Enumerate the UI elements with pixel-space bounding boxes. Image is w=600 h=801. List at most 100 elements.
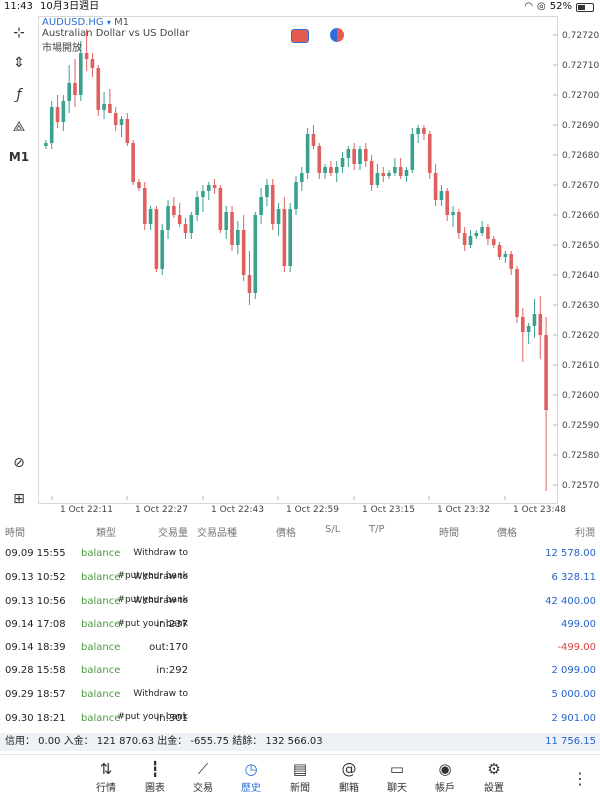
chart-timeframe: M1 — [114, 17, 130, 28]
nav-label: 歷史 — [241, 783, 261, 794]
row-profit: 499.00 — [561, 619, 596, 630]
news-icon: ▤ — [292, 760, 308, 778]
summary-profit: 11 756.15 — [545, 736, 596, 747]
row-profit: 2 901.00 — [551, 713, 596, 724]
candle-body — [183, 224, 188, 233]
row-type: balance — [81, 596, 121, 607]
candle-body — [503, 254, 508, 257]
row-time: 09.30 18:21 — [5, 713, 66, 724]
nav-history[interactable]: ◷ 歷史 — [229, 759, 273, 794]
nav-chart[interactable]: ┇ 圖表 — [133, 759, 177, 794]
candle-body — [480, 227, 484, 233]
table-row[interactable]: 09.09 15:55 balance Withdraw to #put your… — [0, 542, 600, 581]
summary-text: 信用： 0.00 入金： 121 870.63 出金： -655.75 結餘： … — [5, 736, 323, 747]
row-comment: Withdraw to #put your bank — [117, 689, 188, 722]
row-profit: -499.00 — [557, 642, 596, 653]
nav-accounts[interactable]: ◉ 帳戶 — [423, 759, 467, 794]
timeframe-button[interactable]: M1 — [8, 150, 30, 164]
table-row[interactable]: 09.13 10:56 balance Withdraw to #put your… — [0, 590, 600, 629]
price-chart[interactable]: 0.72720 0.72710 0.72700 0.72690 0.72680 0.726… — [0, 0, 600, 520]
candle-body — [422, 128, 426, 134]
candle-body — [259, 197, 263, 215]
depth-of-market-icon[interactable] — [330, 28, 344, 42]
candle-body — [334, 167, 339, 173]
nav-mail[interactable]: @ 郵箱 — [327, 759, 371, 794]
candle-body — [282, 209, 287, 266]
candle-body — [433, 173, 438, 200]
candle-body — [294, 182, 298, 209]
status-time: 11:43 — [4, 1, 33, 12]
nav-settings[interactable]: ⚙ 設置 — [472, 759, 516, 794]
candle-body — [102, 104, 106, 110]
row-time: 09.13 10:52 — [5, 572, 66, 583]
x-tick-label: 1 Oct 22:59 — [286, 505, 339, 515]
status-indicators: ◠ ◎ 52% — [524, 0, 594, 14]
nav-label: 帳戶 — [435, 783, 455, 794]
candle-body — [451, 212, 455, 215]
balance-summary: 信用： 0.00 入金： 121 870.63 出金： -655.75 結餘： … — [0, 733, 600, 751]
nav-quotes[interactable]: ⇅ 行情 — [84, 759, 128, 794]
status-date: 10月3日週日 — [40, 1, 100, 12]
col-price: 價格 — [276, 528, 296, 539]
x-tick-label: 1 Oct 22:27 — [135, 505, 188, 515]
candle-body — [125, 119, 130, 143]
col-time: 時間 — [5, 528, 25, 539]
candle-body — [468, 236, 473, 245]
table-row[interactable]: 09.13 10:52 balance Withdraw to #put your… — [0, 566, 600, 605]
y-tick-label: 0.72700 — [562, 91, 599, 101]
one-click-trade-icon[interactable] — [291, 29, 309, 43]
nav-news[interactable]: ▤ 新聞 — [278, 759, 322, 794]
candle-body — [486, 227, 490, 239]
chart-header: AUDUSD.HG ▾ M1 Australian Dollar vs US D… — [42, 17, 189, 54]
candle-body — [44, 143, 48, 146]
indicators-icon[interactable]: ƒ — [16, 87, 22, 103]
candle-body — [387, 173, 391, 176]
candle-body — [369, 161, 374, 185]
chevron-down-icon[interactable]: ▾ — [106, 18, 111, 27]
candle-body — [131, 143, 135, 182]
row-time: 09.29 18:57 — [5, 689, 66, 700]
candle-body — [137, 182, 141, 188]
market-status: 市場開放 — [42, 43, 82, 54]
nav-label: 設置 — [484, 783, 504, 794]
candle-body — [108, 104, 112, 113]
price-chart-frame[interactable] — [38, 16, 558, 504]
candle-body — [96, 68, 101, 110]
candle-body — [300, 173, 304, 182]
table-row[interactable]: 09.28 15:58 balance in:292 2 099.00 — [0, 659, 600, 682]
col-type: 類型 — [96, 528, 116, 539]
trade-icon: ⟋ — [197, 760, 209, 778]
chart-type-icon[interactable]: ⇕ — [13, 55, 25, 71]
candle-body — [532, 314, 537, 326]
orientation-lock-icon: ◎ — [537, 1, 546, 12]
candle-body — [154, 209, 159, 269]
y-tick-label: 0.72600 — [562, 391, 599, 401]
battery-percent: 52% — [549, 1, 572, 12]
table-row[interactable]: 09.29 18:57 balance Withdraw to #put your… — [0, 683, 600, 722]
objects-icon[interactable]: ⟁ — [12, 119, 26, 135]
table-row[interactable]: 09.14 17:08 balance in:237 499.00 — [0, 613, 600, 636]
candle-body — [404, 170, 409, 176]
table-row[interactable]: 09.14 18:39 balance out:170 -499.00 — [0, 636, 600, 659]
x-tick-label: 1 Oct 23:15 — [362, 505, 415, 515]
candle-body — [189, 215, 194, 233]
zoom-chart-icon[interactable]: ⊘ — [13, 455, 25, 471]
add-chart-icon[interactable]: ⊞ — [13, 491, 25, 507]
crosshair-icon[interactable]: ⊹ — [13, 25, 25, 41]
candle-body — [410, 134, 415, 170]
candle-body — [346, 149, 351, 158]
row-time: 09.14 18:39 — [5, 642, 66, 653]
row-comment: Withdraw to #put your bank — [117, 572, 188, 605]
nav-trade[interactable]: ⟋ 交易 — [181, 759, 225, 794]
battery-icon — [576, 2, 594, 12]
nav-chat[interactable]: ▭ 聊天 — [375, 759, 419, 794]
row-type: balance — [81, 572, 121, 583]
symbol-name[interactable]: AUDUSD.HG — [42, 17, 104, 28]
table-row[interactable]: 09.30 18:21 balance in:301 2 901.00 — [0, 707, 600, 730]
candle-body — [497, 245, 502, 257]
candle-body — [195, 197, 199, 215]
more-menu-icon[interactable]: ⋮ — [572, 769, 588, 788]
candle-body — [253, 215, 258, 293]
col-sl: S/L — [325, 524, 341, 535]
nav-label: 新聞 — [290, 783, 310, 794]
